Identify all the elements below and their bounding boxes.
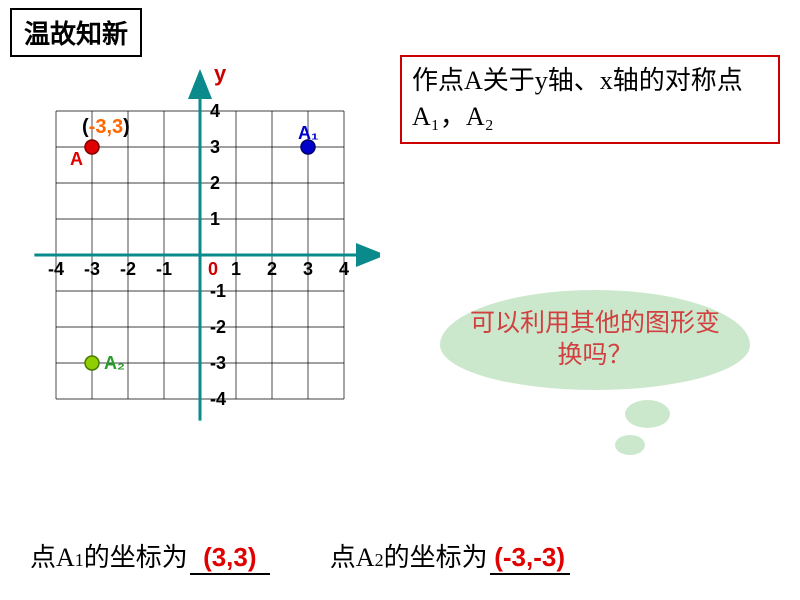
svg-text:3: 3 [303, 259, 313, 279]
svg-text:2: 2 [267, 259, 277, 279]
a2-suffix: 的坐标为 [384, 537, 488, 574]
svg-text:-4: -4 [210, 389, 226, 409]
thought-bubble: 可以利用其他的图形变换吗？ [440, 290, 750, 390]
answer-a2: 点A2的坐标为(-3,-3) [330, 537, 570, 575]
svg-text:-2: -2 [120, 259, 136, 279]
svg-text:-1: -1 [210, 281, 226, 301]
a2-prefix: 点A [330, 537, 375, 574]
svg-text:1: 1 [231, 259, 241, 279]
svg-text:-2: -2 [210, 317, 226, 337]
svg-text:4: 4 [339, 259, 349, 279]
a1-prefix: 点A [30, 537, 75, 574]
thought-dot [625, 400, 670, 428]
thought-dot [615, 435, 645, 455]
svg-text:1: 1 [210, 209, 220, 229]
question-text: 作点A关于y轴、x轴的对称点A₁，A₂ [412, 66, 743, 131]
svg-text:A: A [70, 149, 83, 169]
svg-text:2: 2 [210, 173, 220, 193]
answer-a1: 点A1的坐标为(3,3) [30, 537, 270, 575]
question-box: 作点A关于y轴、x轴的对称点A₁，A₂ [400, 55, 780, 144]
graph: -4-3-2-11234-4-3-2-112340xyA(-3,3)A₁A₂ [20, 55, 380, 475]
svg-text:-1: -1 [156, 259, 172, 279]
svg-text:A₁: A₁ [298, 123, 318, 143]
bubble-text: 可以利用其他的图形变换吗？ [465, 308, 725, 373]
answer-row: 点A1的坐标为(3,3) 点A2的坐标为(-3,-3) [30, 537, 770, 575]
svg-text:-3: -3 [84, 259, 100, 279]
svg-text:3: 3 [210, 137, 220, 157]
a1-value: (3,3) [190, 542, 270, 575]
svg-text:A₂: A₂ [104, 353, 125, 373]
a2-sub: 2 [375, 550, 384, 571]
svg-text:(-3,3): (-3,3) [82, 116, 130, 138]
svg-text:0: 0 [208, 259, 218, 279]
svg-text:y: y [214, 61, 227, 86]
svg-text:-4: -4 [48, 259, 64, 279]
svg-text:-3: -3 [210, 353, 226, 373]
title-text: 温故知新 [24, 20, 128, 49]
svg-text:4: 4 [210, 101, 220, 121]
coordinate-grid: -4-3-2-11234-4-3-2-112340xyA(-3,3)A₁A₂ [20, 55, 380, 475]
a1-sub: 1 [75, 550, 84, 571]
title-box: 温故知新 [10, 8, 142, 57]
a1-suffix: 的坐标为 [84, 537, 188, 574]
a2-value: (-3,-3) [490, 542, 570, 575]
